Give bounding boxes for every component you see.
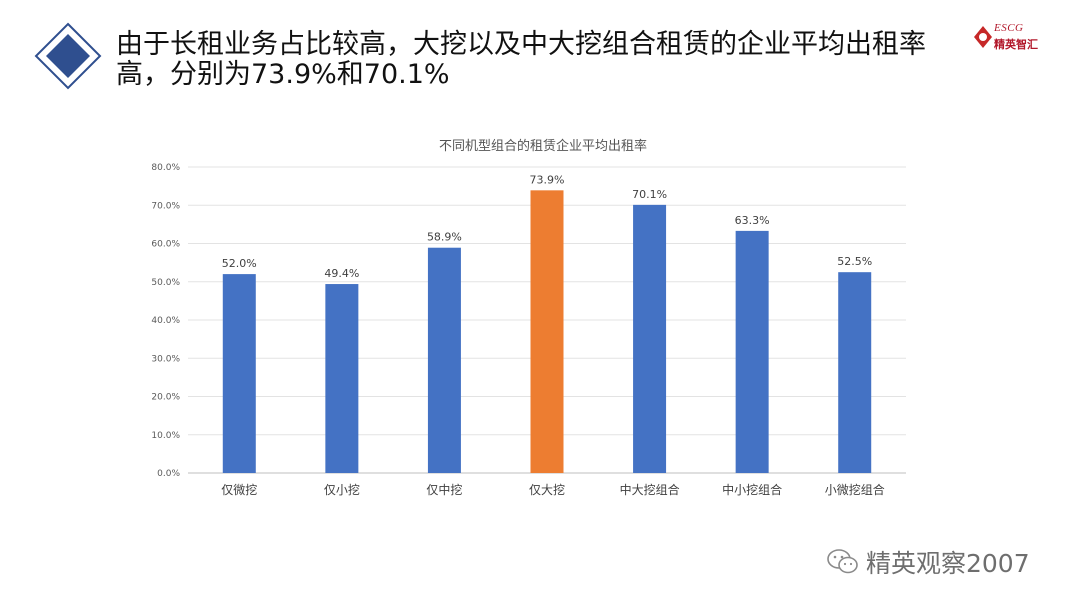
bars bbox=[222, 190, 872, 473]
y-tick-label: 40.0% bbox=[151, 316, 180, 326]
x-tick-label: 小微挖组合 bbox=[825, 482, 885, 497]
y-tick-label: 20.0% bbox=[151, 393, 180, 403]
x-tick-label: 中小挖组合 bbox=[722, 482, 782, 497]
bar-7 bbox=[838, 272, 872, 473]
data-label: 52.5% bbox=[837, 255, 872, 268]
x-tick-label: 仅微挖 bbox=[221, 482, 257, 497]
bar-1 bbox=[222, 274, 256, 473]
wechat-icon bbox=[827, 549, 858, 574]
diamond-icon bbox=[34, 22, 102, 90]
data-label: 73.9% bbox=[530, 173, 565, 186]
logo-text: ESCG bbox=[994, 22, 1024, 34]
data-label: 49.4% bbox=[324, 267, 359, 280]
watermark-text: 精英观察2007 bbox=[866, 549, 1030, 578]
logo-subtext: 精英智汇 bbox=[994, 38, 1038, 51]
data-label: 70.1% bbox=[632, 188, 667, 201]
x-tick-label: 中大挖组合 bbox=[620, 482, 680, 497]
y-tick-label: 80.0% bbox=[151, 163, 180, 173]
y-tick-label: 70.0% bbox=[151, 201, 180, 211]
y-tick-label: 60.0% bbox=[151, 240, 180, 250]
data-label: 63.3% bbox=[735, 214, 770, 227]
y-tick-label: 30.0% bbox=[151, 354, 180, 364]
y-tick-label: 50.0% bbox=[151, 278, 180, 288]
company-logo: ESCG 精英智汇 bbox=[974, 22, 1054, 56]
y-axis-ticks: 0.0% 10.0% 20.0% 30.0% 40.0% 50.0% 60.0% 70.0% 8… bbox=[151, 163, 180, 479]
watermark: 精英观察2007 bbox=[826, 544, 1030, 580]
y-tick-label: 0.0% bbox=[157, 469, 180, 479]
bar-5 bbox=[633, 204, 667, 473]
bar-6 bbox=[735, 230, 769, 473]
bar-4 bbox=[530, 190, 564, 473]
data-labels: 52.0% 49.4% 58.9% 73.9% 70.1% 63.3% 52.5% bbox=[222, 173, 872, 280]
data-label: 58.9% bbox=[427, 231, 462, 244]
chart-title: 不同机型组合的租赁企业平均出租率 bbox=[439, 138, 647, 154]
x-tick-label: 仅小挖 bbox=[324, 482, 360, 497]
bar-2 bbox=[325, 284, 359, 473]
bar-3 bbox=[427, 247, 461, 473]
x-tick-label: 仅中挖 bbox=[426, 482, 462, 497]
x-axis-ticks: 仅微挖 仅小挖 仅中挖 仅大挖 中大挖组合 中小挖组合 小微挖组合 bbox=[221, 482, 884, 497]
page-title: 由于长租业务占比较高，大挖以及中大挖组合租赁的企业平均出租率高，分别为73.9%… bbox=[116, 29, 926, 90]
x-tick-label: 仅大挖 bbox=[529, 482, 565, 497]
data-label: 52.0% bbox=[222, 257, 257, 270]
logo-mark-icon bbox=[974, 26, 992, 48]
y-tick-label: 10.0% bbox=[151, 431, 180, 441]
